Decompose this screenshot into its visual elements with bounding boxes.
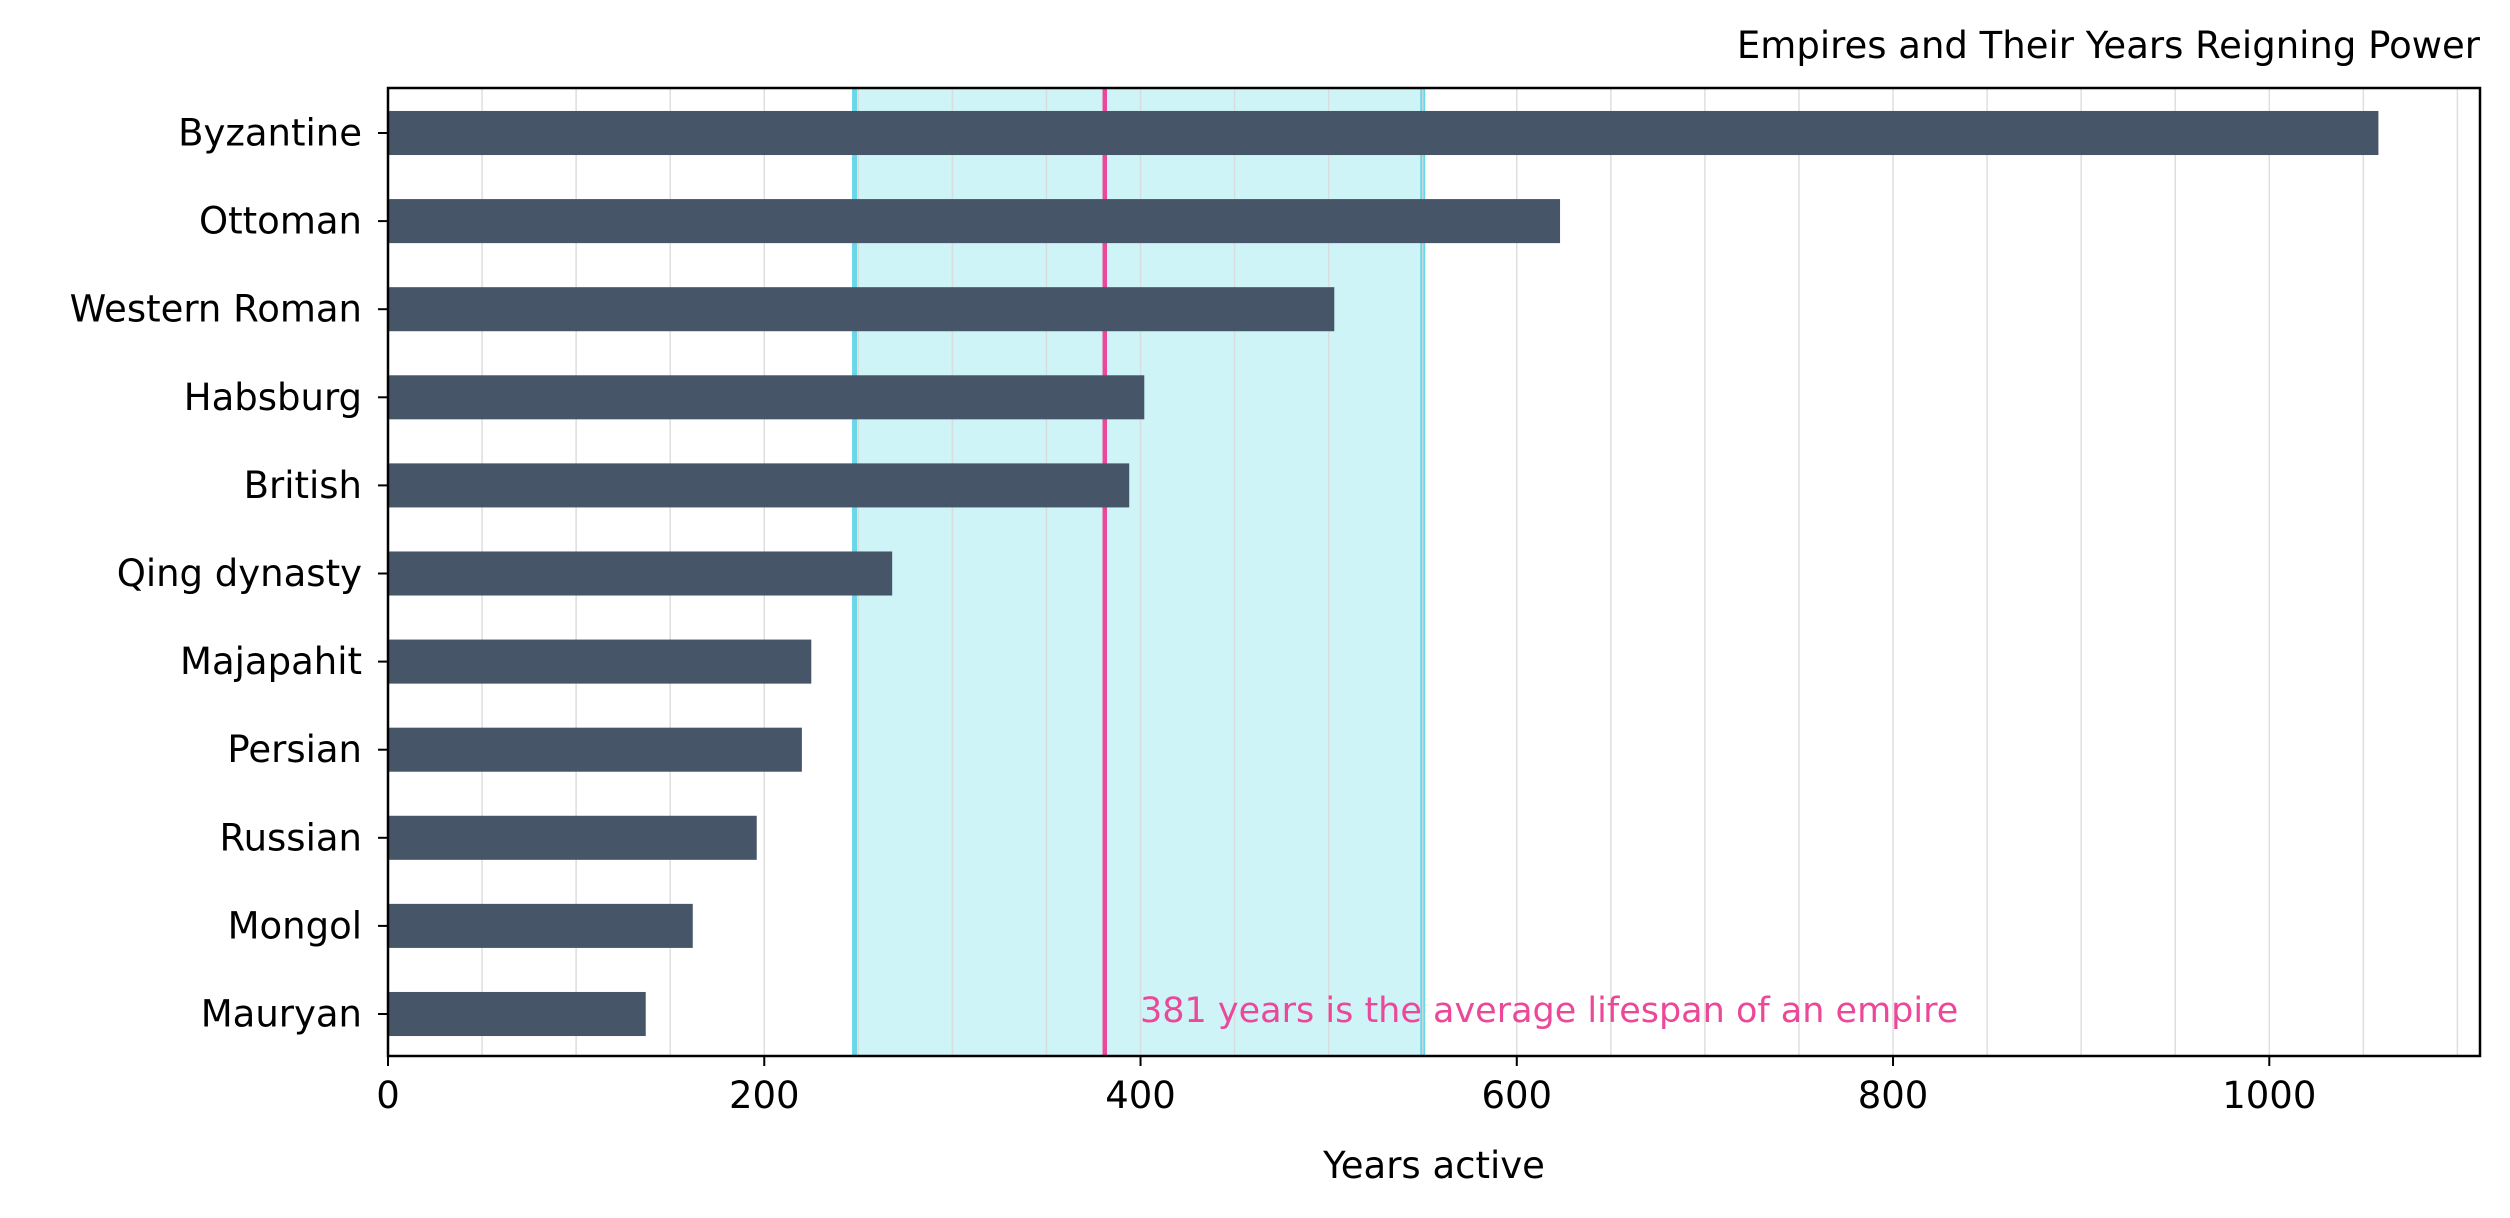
bar-majapahit: [388, 639, 812, 684]
y-tick-label: Persian: [227, 728, 362, 771]
y-tick-label: British: [244, 464, 362, 507]
reference-annotation: 381 years is the average lifespan of an …: [1140, 991, 1958, 1031]
y-tick-label: Habsburg: [184, 376, 362, 419]
y-tick-label: Mongol: [228, 904, 362, 947]
bar-qing-dynasty: [388, 551, 893, 596]
x-tick-label: 1000: [2222, 1074, 2316, 1117]
y-tick-label: Majapahit: [180, 640, 362, 683]
bar-habsburg: [388, 375, 1145, 420]
y-tick-label: Byzantine: [178, 112, 362, 155]
bar-ottoman: [388, 199, 1561, 244]
x-tick-label: 0: [376, 1074, 400, 1117]
x-tick-label: 400: [1105, 1074, 1176, 1117]
y-tick-label: Qing dynasty: [117, 552, 362, 595]
y-tick-label: Russian: [220, 816, 362, 859]
x-axis-label: Years active: [1322, 1144, 1545, 1187]
y-tick-label: Ottoman: [199, 200, 362, 243]
bar-british: [388, 463, 1130, 508]
bar-western-roman: [388, 287, 1335, 332]
bar-mongol: [388, 903, 693, 948]
bar-russian: [388, 815, 757, 860]
x-tick-label: 600: [1481, 1074, 1552, 1117]
y-tick-label: Mauryan: [201, 993, 362, 1036]
x-tick-label: 800: [1858, 1074, 1929, 1117]
x-tick-label: 200: [729, 1074, 800, 1117]
bar-byzantine: [388, 110, 2379, 156]
y-tick-label: Western Roman: [70, 288, 362, 331]
bar-mauryan: [388, 991, 646, 1037]
chart-title: Empires and Their Years Reigning Power: [1737, 24, 2481, 67]
bar-persian: [388, 727, 802, 772]
plot-frame: [386, 86, 2482, 1058]
